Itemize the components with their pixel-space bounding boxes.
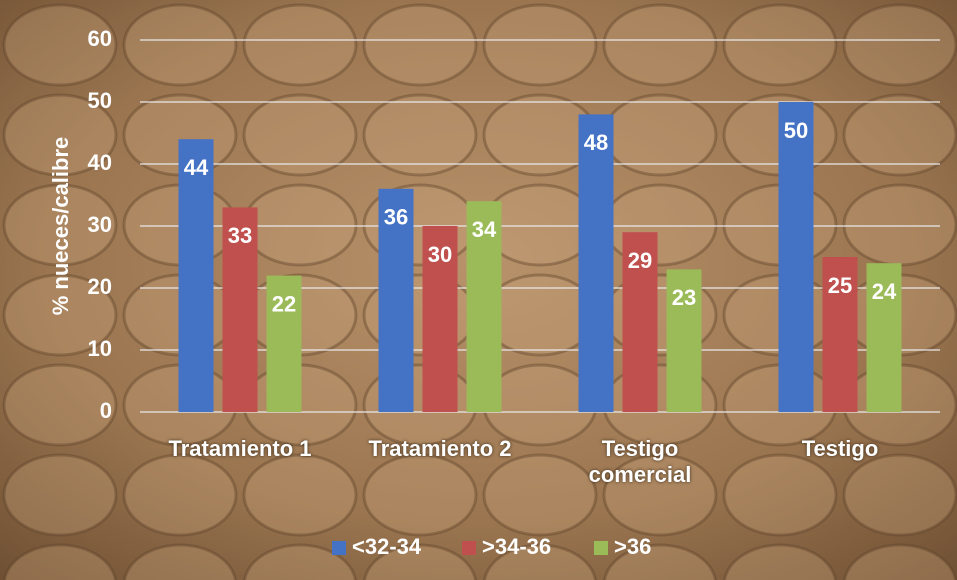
bar (778, 102, 814, 412)
data-label: 22 (272, 291, 296, 316)
data-label: 44 (184, 155, 209, 180)
y-tick-label: 10 (88, 336, 112, 361)
x-tick-label: Testigo comercial (588, 436, 692, 487)
bar (266, 275, 302, 412)
data-label: 25 (828, 273, 852, 298)
legend-label: <32-34 (352, 534, 422, 559)
bar (666, 269, 702, 412)
y-axis-title: % nueces/calibre (48, 137, 73, 316)
bar (378, 188, 414, 412)
data-label: 36 (384, 205, 408, 230)
y-tick-label: 30 (88, 212, 112, 237)
bar (178, 139, 214, 412)
bar (222, 207, 258, 412)
y-tick-label: 60 (88, 26, 112, 51)
data-label: 29 (628, 248, 652, 273)
y-tick-label: 50 (88, 88, 112, 113)
x-tick-label: Tratamiento 2 (368, 436, 512, 461)
y-tick-label: 0 (100, 398, 112, 423)
legend-swatch (332, 541, 346, 555)
data-label: 23 (672, 285, 696, 310)
y-tick-label: 40 (88, 150, 112, 175)
bar (622, 232, 658, 412)
bar (466, 201, 502, 412)
legend-label: >36 (614, 534, 651, 559)
data-label: 34 (472, 217, 497, 242)
bar (422, 226, 458, 412)
data-label: 24 (872, 279, 897, 304)
x-tick-label: Testigo (801, 436, 879, 461)
y-tick-label: 20 (88, 274, 112, 299)
data-label: 48 (584, 130, 608, 155)
data-label: 33 (228, 223, 252, 248)
legend-swatch (594, 541, 608, 555)
legend-label: >34-36 (482, 534, 551, 559)
data-label: 30 (428, 242, 452, 267)
data-label: 50 (784, 118, 808, 143)
x-tick-label: Tratamiento 1 (168, 436, 312, 461)
bar (578, 114, 614, 413)
legend-swatch (462, 541, 476, 555)
bar (822, 257, 858, 412)
bar (866, 263, 902, 412)
